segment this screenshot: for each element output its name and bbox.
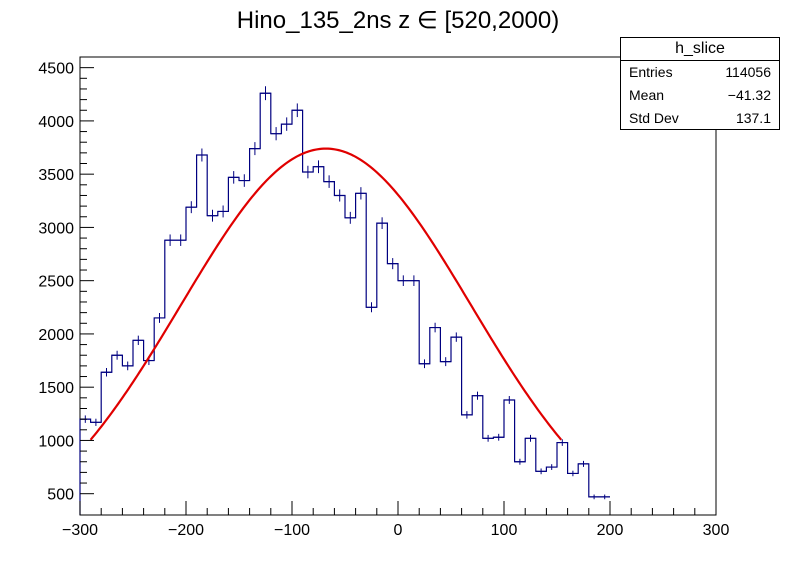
histogram-bin (398, 275, 409, 286)
gaussian-fit (89, 147, 563, 441)
histogram-bin (186, 201, 197, 214)
x-tick-label: 100 (491, 522, 518, 539)
gaussian-fit-curve (89, 147, 563, 441)
histogram-bin (482, 434, 494, 442)
y-tick-label: 4500 (38, 61, 74, 78)
histogram-bin (207, 209, 218, 222)
axes: −300 −200 −100 0 100 200 300 500 1000 1500 2000 250… (38, 56, 730, 539)
histogram-bin (217, 205, 229, 218)
histogram-bin (461, 411, 473, 419)
histogram-bin (366, 302, 377, 313)
x-tick-label: 0 (394, 522, 403, 539)
x-tick-label: −300 (62, 522, 98, 539)
histogram-bin (514, 458, 526, 465)
histogram-step-line (79, 92, 610, 515)
histogram-bin (525, 434, 536, 442)
histogram-bin (101, 368, 112, 377)
y-tick-label: 3500 (38, 167, 74, 184)
histogram-bin (419, 359, 430, 369)
histogram-bin (408, 275, 420, 286)
histogram-bin (313, 160, 324, 174)
stats-value: −41.32 (727, 87, 771, 103)
stats-label: Std Dev (629, 110, 679, 126)
histogram-bin (578, 460, 589, 467)
histogram-bin (154, 313, 165, 323)
x-tick-label: −200 (168, 522, 204, 539)
histogram-bin (111, 350, 123, 360)
histogram-bin (281, 117, 292, 131)
histogram-bin (164, 234, 176, 246)
histogram-bin (292, 103, 303, 118)
stats-label: Entries (629, 64, 673, 80)
histogram-bin (429, 322, 441, 333)
y-tick-label: 2000 (38, 327, 74, 344)
histogram-series (79, 92, 610, 515)
chart-title: Hino_135_2ns z ∈ [520,2000) (236, 7, 560, 34)
histogram-bin (557, 439, 568, 446)
stats-label: Mean (629, 87, 665, 103)
histogram-bin (504, 396, 515, 404)
histogram-bin (376, 217, 388, 230)
y-tick-label: 500 (47, 487, 74, 504)
histogram-bin (355, 187, 367, 200)
stats-box-title: h_slice (621, 38, 779, 61)
x-tick-label: 200 (597, 522, 624, 539)
histogram-bin (451, 332, 462, 342)
histogram-bin (440, 357, 451, 367)
histogram-bin (567, 470, 579, 477)
histogram-bin (90, 418, 102, 426)
y-tick-label: 3000 (38, 220, 74, 237)
histogram-bin (133, 335, 144, 346)
histogram-bin (323, 175, 335, 188)
histogram-bin (535, 468, 547, 475)
histogram-bin (472, 391, 483, 400)
stats-row-entries: Entries 114056 (621, 61, 779, 84)
histogram-bin (260, 86, 271, 101)
x-tick-label: 300 (703, 522, 730, 539)
histogram-bin (239, 174, 250, 187)
histogram-bin (122, 361, 133, 371)
histogram-bin (228, 171, 239, 184)
stats-row-stddev: Std Dev 137.1 (621, 107, 779, 130)
x-tick-label: −100 (274, 522, 310, 539)
y-tick-label: 1000 (38, 433, 74, 450)
y-tick-label: 2500 (38, 274, 74, 291)
histogram-bin (302, 165, 314, 179)
histogram-bin (493, 433, 504, 441)
y-tick-label: 1500 (38, 380, 74, 397)
histogram-bin (387, 258, 398, 270)
histogram-bin (334, 189, 345, 202)
stats-box: h_slice Entries 114056 Mean −41.32 Std D… (620, 37, 780, 130)
stats-row-mean: Mean −41.32 (621, 84, 779, 107)
error-bars (80, 86, 610, 500)
histogram-bin (345, 211, 356, 224)
histogram-bin (588, 494, 600, 500)
histogram-bin (546, 464, 557, 470)
histogram-bin (196, 148, 208, 162)
stats-value: 114056 (725, 64, 771, 80)
histogram-bin (270, 127, 282, 141)
histogram-bin (599, 494, 610, 500)
histogram-bin (249, 142, 261, 156)
y-tick-label: 4000 (38, 114, 74, 131)
histogram-bin (175, 234, 186, 246)
stats-value: 137.1 (735, 110, 771, 126)
